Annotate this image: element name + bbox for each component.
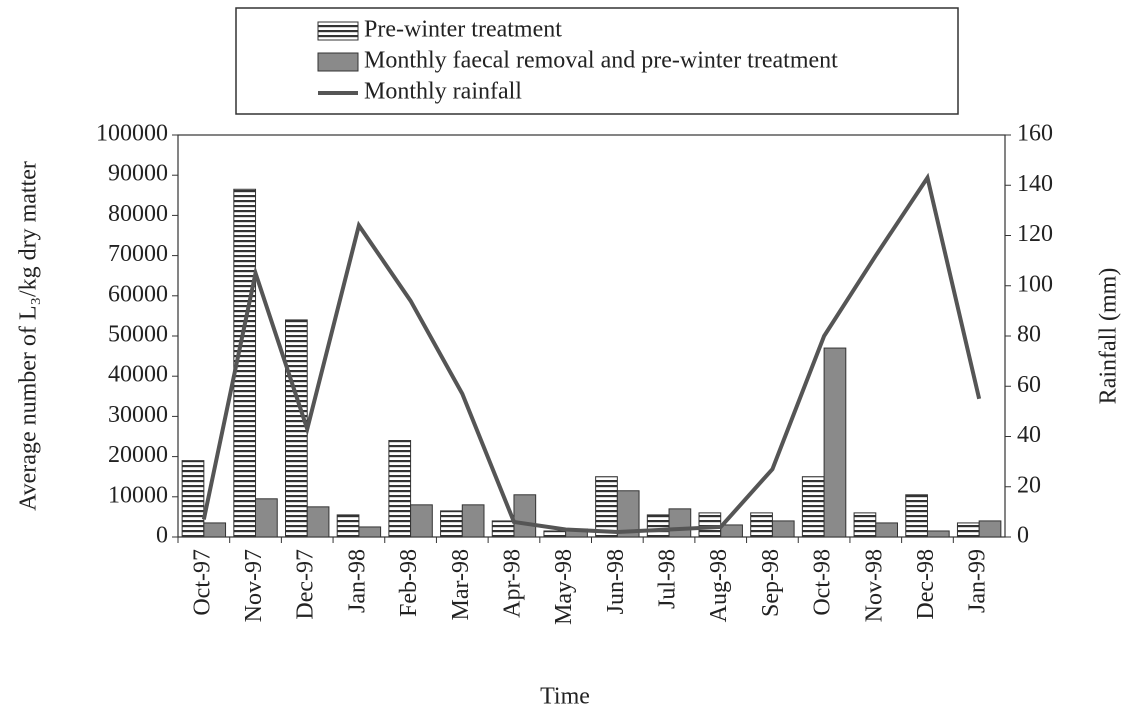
bar [823,347,847,538]
bar [440,510,463,538]
x-tick-label: Jun-98 [603,549,629,614]
bar [646,514,670,538]
bar [306,506,330,538]
bar [336,514,360,538]
bar [410,504,433,538]
bar [203,522,227,538]
x-tick-label: Jan-99 [965,549,991,613]
x-tick-label: Jan-98 [344,549,370,613]
legend-label: Monthly rainfall [364,79,522,105]
bar [750,512,773,538]
y-tick-label: 90000 [108,161,168,187]
y2-axis-label: Rainfall (mm) [1096,268,1122,405]
x-tick-label: Nov-97 [241,549,267,622]
bar [543,530,567,538]
bar [801,476,825,538]
x-tick-label: Nov-98 [861,549,887,622]
y-tick-label: 30000 [108,402,168,428]
y-tick-label: 20000 [108,442,168,468]
bar [668,508,692,538]
x-tick-label: Dec-97 [293,549,319,620]
y2-tick-label: 140 [1017,171,1053,197]
legend-label: Monthly faecal removal and pre-winter tr… [364,48,838,74]
x-tick-label: Sep-98 [758,549,784,617]
bar [491,520,515,538]
y2-tick-label: 160 [1017,121,1053,147]
x-tick-label: Oct-98 [810,549,836,616]
legend-label: Pre-winter treatment [364,17,562,43]
y-tick-label: 10000 [108,482,168,508]
y-tick-label: 100000 [96,121,168,147]
rainfall-line [201,172,982,534]
bar [513,494,537,538]
x-tick-label: May-98 [551,549,577,625]
y2-tick-label: 0 [1017,523,1029,549]
bar [875,522,898,538]
x-tick-label: Aug-98 [706,549,732,622]
y2-tick-label: 60 [1017,372,1041,398]
bar [956,522,980,538]
bar [978,520,1002,538]
x-tick-label: Oct-97 [189,549,215,616]
bar [905,494,928,538]
y2-tick-label: 40 [1017,422,1041,448]
bar [595,476,618,538]
y-tick-label: 60000 [108,281,168,307]
x-tick-label: Mar-98 [448,549,474,621]
x-tick-label: Dec-98 [913,549,939,620]
y2-tick-label: 120 [1017,221,1053,247]
legend-swatch [317,21,359,41]
bar [255,498,278,538]
bar [233,188,257,538]
bar [388,440,412,538]
y-tick-label: 50000 [108,322,168,348]
bar [616,490,640,538]
y2-tick-label: 20 [1017,472,1041,498]
x-axis-label: Time [540,684,590,710]
y-tick-label: 70000 [108,241,168,267]
legend-swatch [317,52,359,72]
x-tick-label: Jul-98 [655,549,681,609]
y2-tick-label: 80 [1017,322,1041,348]
bar [853,512,877,538]
bar [461,504,485,538]
bar [771,520,795,538]
bar [358,526,382,538]
y-tick-label: 0 [156,523,168,549]
y2-tick-label: 100 [1017,271,1053,297]
y-tick-label: 80000 [108,201,168,227]
x-tick-label: Apr-98 [499,549,525,618]
bar [698,512,722,538]
y-axis-label: Average number of L₃/kg dry matter [16,161,42,511]
bar [720,524,743,538]
y-tick-label: 40000 [108,362,168,388]
bar [285,319,308,538]
x-tick-label: Feb-98 [396,549,422,617]
bar [181,460,205,538]
bar [926,530,950,538]
